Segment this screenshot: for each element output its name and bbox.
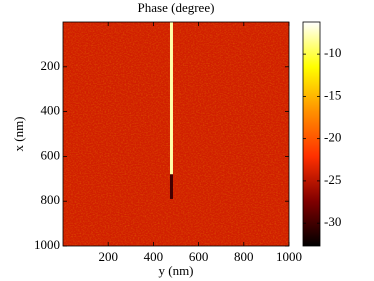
x-tick-label: 400 [144, 249, 164, 264]
x-tick-label: 600 [189, 249, 209, 264]
texture [63, 22, 289, 246]
colorbar-tick-label: -10 [324, 45, 341, 60]
plot-frame [62, 21, 290, 247]
colorbar-tick-label: -15 [324, 87, 341, 102]
chart-title: Phase (degree) [138, 0, 215, 15]
x-tick-label: 800 [234, 249, 254, 264]
y-tick-label: 200 [41, 58, 61, 73]
y-axis-label: x (nm) [11, 116, 26, 151]
colorbar [302, 21, 321, 247]
y-tick-label: 400 [41, 103, 61, 118]
x-axis-label: y (nm) [158, 263, 193, 278]
streak [169, 174, 173, 199]
x-tick-label: 1000 [276, 249, 302, 264]
x-tick-label: 200 [98, 249, 118, 264]
streak [169, 22, 173, 175]
colorbar-tick-label: -30 [324, 214, 341, 229]
y-tick-label: 600 [41, 147, 61, 162]
heatmap [63, 22, 289, 246]
y-tick-label: 1000 [34, 237, 60, 252]
colorbar-tick-label: -20 [324, 130, 341, 145]
colorbar-tick-label: -25 [324, 172, 341, 187]
y-tick-label: 800 [41, 192, 61, 207]
